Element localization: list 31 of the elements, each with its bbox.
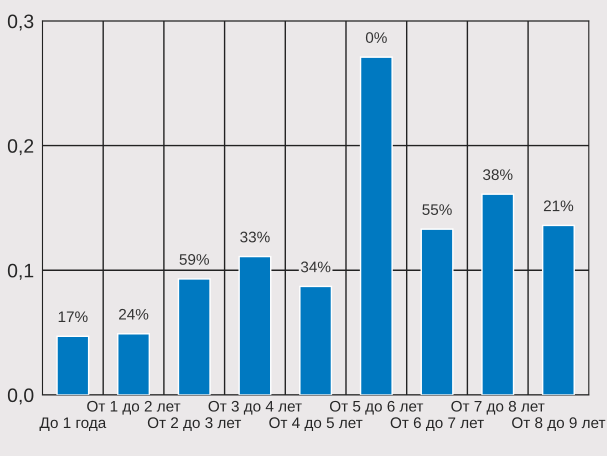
bar	[178, 278, 211, 395]
annotation: 17%	[58, 311, 88, 322]
bar	[360, 56, 393, 395]
annotation: 24%	[119, 308, 148, 320]
annotation: 33%	[240, 232, 270, 242]
bar	[420, 228, 454, 395]
annotation: 59%	[180, 254, 209, 265]
annotation: 38%	[483, 169, 512, 180]
x-tick-label: От 1 до 2 лет	[87, 400, 180, 415]
bar	[542, 224, 575, 395]
annotation: 55%	[422, 204, 452, 215]
x-tick-label: От 5 до 6 лет	[330, 400, 424, 415]
x-tick-label: От 7 до 8 лет	[451, 400, 545, 415]
bar	[481, 194, 514, 395]
annotation: 34%	[300, 262, 330, 272]
x-tick-label: От 8 до 9 лет	[512, 417, 606, 432]
bar	[238, 256, 272, 395]
y-tick-label: 0,2	[8, 139, 34, 156]
x-tick-label: От 6 до 7 лет	[390, 417, 484, 432]
y-tick-label: 0,3	[8, 14, 34, 31]
annotation: 21%	[544, 200, 574, 212]
annotation: 0%	[366, 32, 387, 43]
x-tick-label: До 1 года	[40, 417, 106, 432]
y-tick-label: 0,1	[8, 264, 34, 280]
x-tick-label: От 3 до 4 лет	[208, 400, 302, 415]
x-tick-label: От 4 до 5 лет	[269, 417, 362, 432]
y-tick-label: 0,0	[8, 388, 34, 404]
x-tick-label: От 2 до 3 лет	[148, 417, 242, 432]
bar	[299, 286, 332, 395]
bar	[56, 336, 90, 395]
bar	[117, 333, 150, 395]
